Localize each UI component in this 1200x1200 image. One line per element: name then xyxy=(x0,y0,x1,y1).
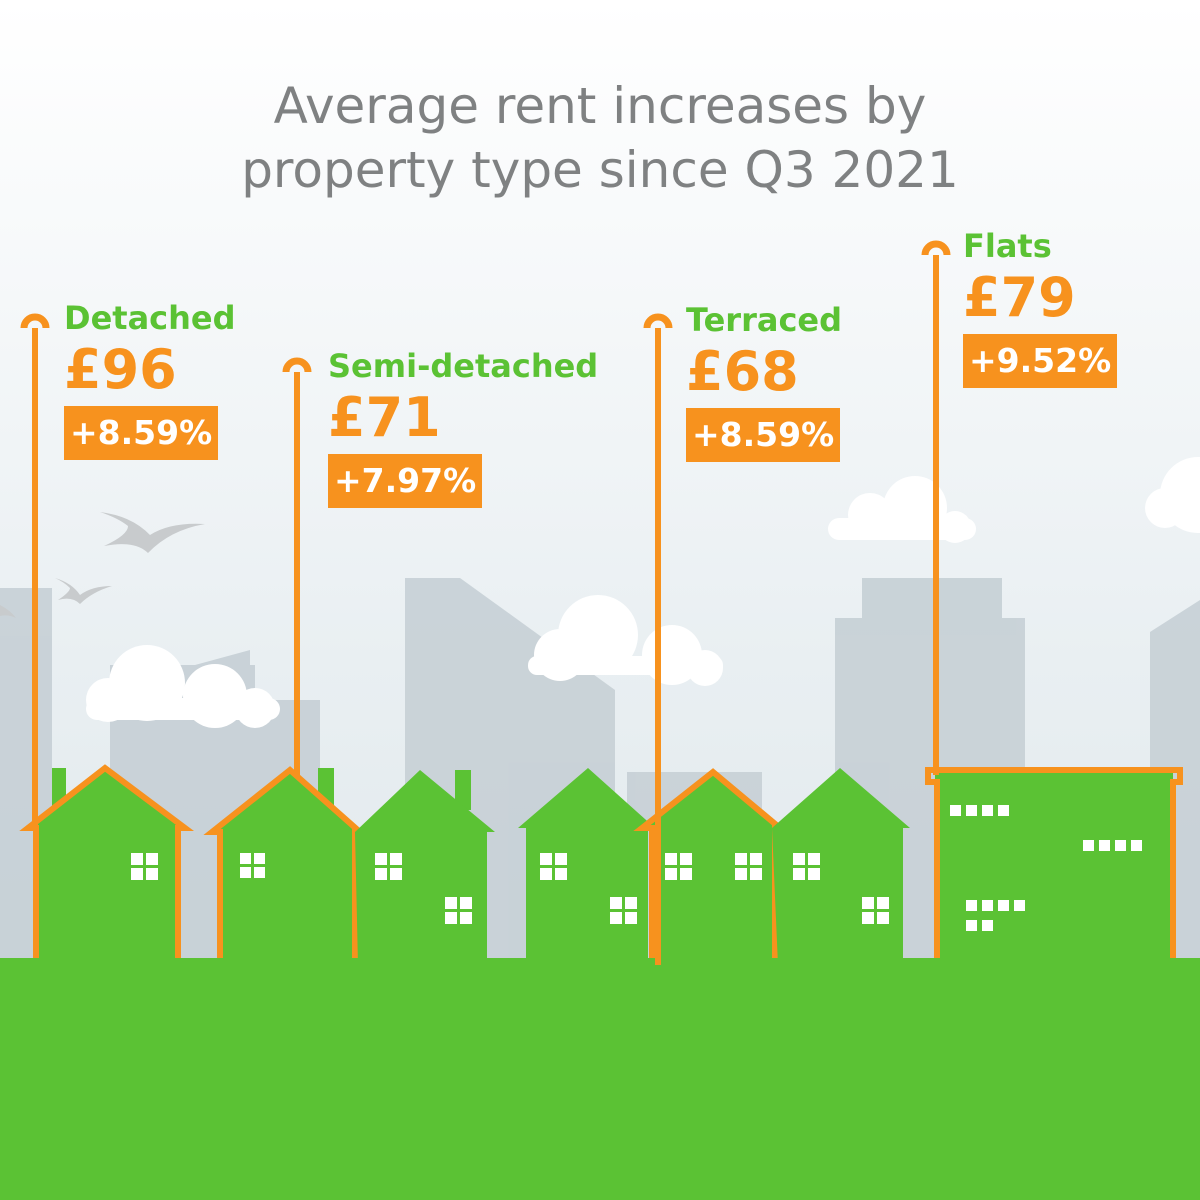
label-detached: Detached £96 +8.59% xyxy=(64,298,236,460)
rent-increase-percent-badge: +7.97% xyxy=(328,454,483,508)
window-icon xyxy=(240,853,265,878)
rent-increase-percent-badge: +9.52% xyxy=(963,334,1118,388)
pin-semi-detached xyxy=(282,357,312,775)
title-line-2: property type since Q3 2021 xyxy=(241,140,959,199)
houses xyxy=(19,764,1183,967)
property-type-name: Detached xyxy=(64,299,236,337)
label-semi-detached: Semi-detached £71 +7.97% xyxy=(328,346,598,508)
window-icon xyxy=(131,853,158,880)
rent-increase-percent-badge: +8.59% xyxy=(64,406,219,460)
window-icon xyxy=(375,853,402,880)
birds xyxy=(0,512,205,618)
property-type-name: Semi-detached xyxy=(328,347,599,385)
rent-increase-amount: £71 xyxy=(328,386,441,449)
window-icon xyxy=(445,897,472,924)
title-line-1: Average rent increases by xyxy=(273,76,927,135)
pin-flats xyxy=(921,240,951,775)
window-icon xyxy=(540,853,567,880)
ground xyxy=(0,958,1200,1200)
rent-increase-amount: £79 xyxy=(963,266,1076,329)
windows xyxy=(131,805,1142,931)
window-icon xyxy=(862,897,889,924)
window-icon xyxy=(735,853,762,880)
pin-terraced xyxy=(643,313,673,965)
window-icon xyxy=(793,853,820,880)
pin-detached xyxy=(20,313,50,830)
property-type-name: Flats xyxy=(963,227,1052,265)
rent-increase-percent-badge: +8.59% xyxy=(686,408,841,462)
clouds xyxy=(86,457,1200,728)
window-icon xyxy=(665,853,692,880)
window-icon xyxy=(610,897,637,924)
rent-increase-amount: £96 xyxy=(64,338,177,401)
pins xyxy=(20,240,951,965)
label-terraced: Terraced £68 +8.59% xyxy=(686,300,842,462)
flats-building xyxy=(925,767,1183,967)
page-title: Average rent increases by property type … xyxy=(0,74,1200,202)
rent-increase-amount: £68 xyxy=(686,340,799,403)
terraced-house-right xyxy=(772,768,910,965)
label-flats: Flats £79 +9.52% xyxy=(963,226,1118,388)
property-type-name: Terraced xyxy=(686,301,843,339)
